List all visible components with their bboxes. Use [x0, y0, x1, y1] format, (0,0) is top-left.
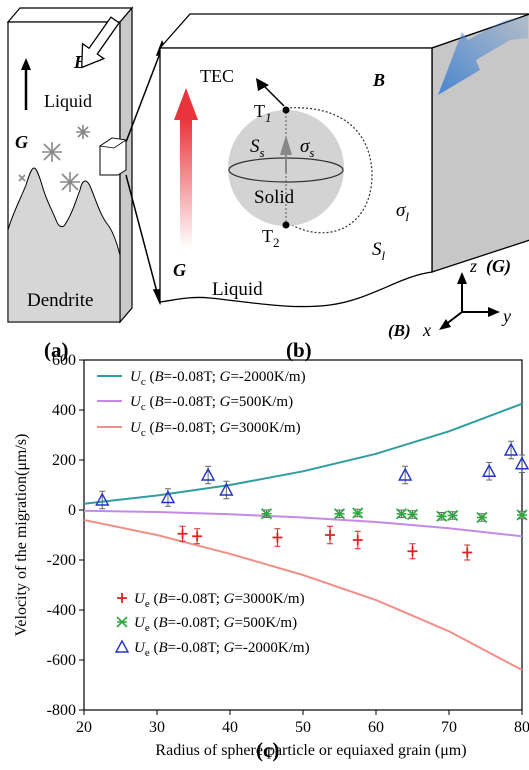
- x-arrowhead: [439, 319, 451, 330]
- axis-x-tag: (B): [388, 321, 411, 340]
- data-point-plus: [177, 528, 188, 539]
- t1-point: [282, 106, 290, 114]
- b-hollow-arrow-a: [81, 16, 121, 69]
- x-tick-label: 40: [222, 719, 238, 736]
- x-axis-label: Radius of sphere particle or equiaxed gr…: [155, 742, 466, 759]
- panel-a: G B Liquid Dendrite (a): [6, 6, 134, 362]
- panel-b-caption: (b): [286, 338, 312, 362]
- data-point-triangle: [95, 492, 110, 506]
- data-point-triangle: [398, 467, 413, 481]
- x-tick-label: 50: [295, 719, 311, 736]
- ss-label: Ss: [250, 136, 265, 160]
- y-tick-label: -800: [47, 702, 76, 719]
- g-label-b: G: [173, 260, 186, 280]
- sigma-l-label: σl: [396, 200, 409, 224]
- legend-marker-star: [116, 616, 128, 628]
- legend-line-label: Uc (B=-0.08T; G=500K/m): [130, 394, 293, 413]
- tec-label: TEC: [200, 66, 234, 86]
- t2-label: T2: [262, 226, 280, 250]
- liquid-label-a: Liquid: [44, 91, 92, 111]
- y-tick-label: -400: [47, 602, 76, 619]
- panel-c-caption: (c): [256, 738, 279, 762]
- series-line-1: [83, 509, 523, 538]
- data-point-triangle: [481, 463, 497, 477]
- data-point-star: [447, 509, 459, 522]
- b-field-arrow: [438, 16, 528, 95]
- y-tick-label: 600: [52, 352, 76, 369]
- data-point-plus: [352, 535, 363, 545]
- x-tick-label: 80: [514, 719, 529, 736]
- axis-x-label: x: [422, 320, 431, 340]
- panel-c-chart: -800 -600 -400 -200 0 200 400 600 20 30 40 50 60 70 80…: [13, 352, 529, 759]
- data-point-star: [333, 508, 346, 520]
- legend-line-label: Uc (B=-0.08T; G=-2000K/m): [130, 369, 306, 388]
- data-point-star: [516, 509, 528, 521]
- data-point-star: [476, 511, 488, 524]
- axis-z-tag: (G): [486, 256, 511, 277]
- data-point-triangle: [160, 490, 176, 504]
- z-arrowhead: [457, 272, 467, 284]
- tec-arrowhead: [256, 78, 269, 91]
- dendrite-label: Dendrite: [27, 290, 93, 311]
- data-point-star: [406, 508, 419, 521]
- legend-line-label: Uc (B=-0.08T; G=3000K/m): [130, 420, 301, 439]
- liquid-label-b: Liquid: [212, 279, 263, 300]
- data-point-star: [436, 510, 448, 522]
- tec-current-loop: [285, 107, 373, 234]
- data-point-plus: [462, 547, 473, 558]
- solid-label: Solid: [254, 187, 295, 208]
- sigma-s-label: σs: [300, 136, 314, 160]
- x-tick-label: 60: [368, 719, 384, 736]
- data-point-star: [352, 507, 364, 519]
- series-line-0: [83, 402, 523, 505]
- y-tick-label: 400: [52, 402, 76, 419]
- data-point-plus: [407, 546, 418, 557]
- y-tick-label: 200: [52, 452, 76, 469]
- data-point-star: [395, 508, 408, 520]
- panel-a-caption: (a): [44, 338, 69, 362]
- g-arrowhead-b: [174, 88, 198, 120]
- y-tick-label: 0: [68, 502, 76, 519]
- axis-z-label: z: [469, 256, 477, 276]
- y-axis-label: Velocity of the migration(μm/s): [13, 434, 30, 637]
- legend-point-label: Ue (B=-0.08T; G=500K/m): [134, 615, 297, 634]
- g-label-a: G: [15, 132, 28, 152]
- tec-arrow: [261, 83, 285, 107]
- legend-marker-triangle: [114, 639, 130, 653]
- axis-y-label: y: [501, 306, 511, 326]
- data-point-triangle: [514, 456, 529, 470]
- x-tick-label: 30: [149, 719, 165, 736]
- equiaxed-grains: [18, 125, 90, 192]
- t1-label: T1: [254, 101, 272, 125]
- coordinate-axes: [444, 280, 492, 326]
- legend-point-label: Ue (B=-0.08T; G=-2000K/m): [134, 640, 310, 659]
- series-line-2: [83, 519, 523, 671]
- x-tick-label: 70: [441, 719, 457, 736]
- data-point-triangle: [503, 442, 519, 456]
- data-point-plus: [325, 530, 336, 540]
- y-arrowhead: [488, 307, 500, 317]
- data-point-triangle: [200, 467, 216, 481]
- sl-label: Sl: [372, 239, 386, 263]
- g-arrow-shaft-b: [180, 118, 192, 248]
- sphere-arrowhead: [280, 135, 292, 155]
- legend-point-label: Ue (B=-0.08T; G=3000K/m): [134, 591, 305, 610]
- b-label-b: B: [372, 70, 385, 90]
- data-point-triangle: [219, 482, 234, 496]
- t2-point: [282, 221, 290, 229]
- data-point-plus: [192, 531, 203, 542]
- panel-b: B G TEC T1 T2 Ss σs Solid σl Sl Liquid: [158, 13, 529, 362]
- g-arrowhead-a: [21, 58, 31, 70]
- legend-marker-plus: [117, 593, 127, 603]
- data-point-star: [260, 508, 273, 520]
- dendrite-shape: [7, 167, 121, 323]
- x-tick-label: 20: [76, 719, 92, 736]
- y-tick-label: -600: [47, 652, 76, 669]
- data-point-plus: [272, 532, 283, 543]
- y-tick-label: -200: [47, 552, 76, 569]
